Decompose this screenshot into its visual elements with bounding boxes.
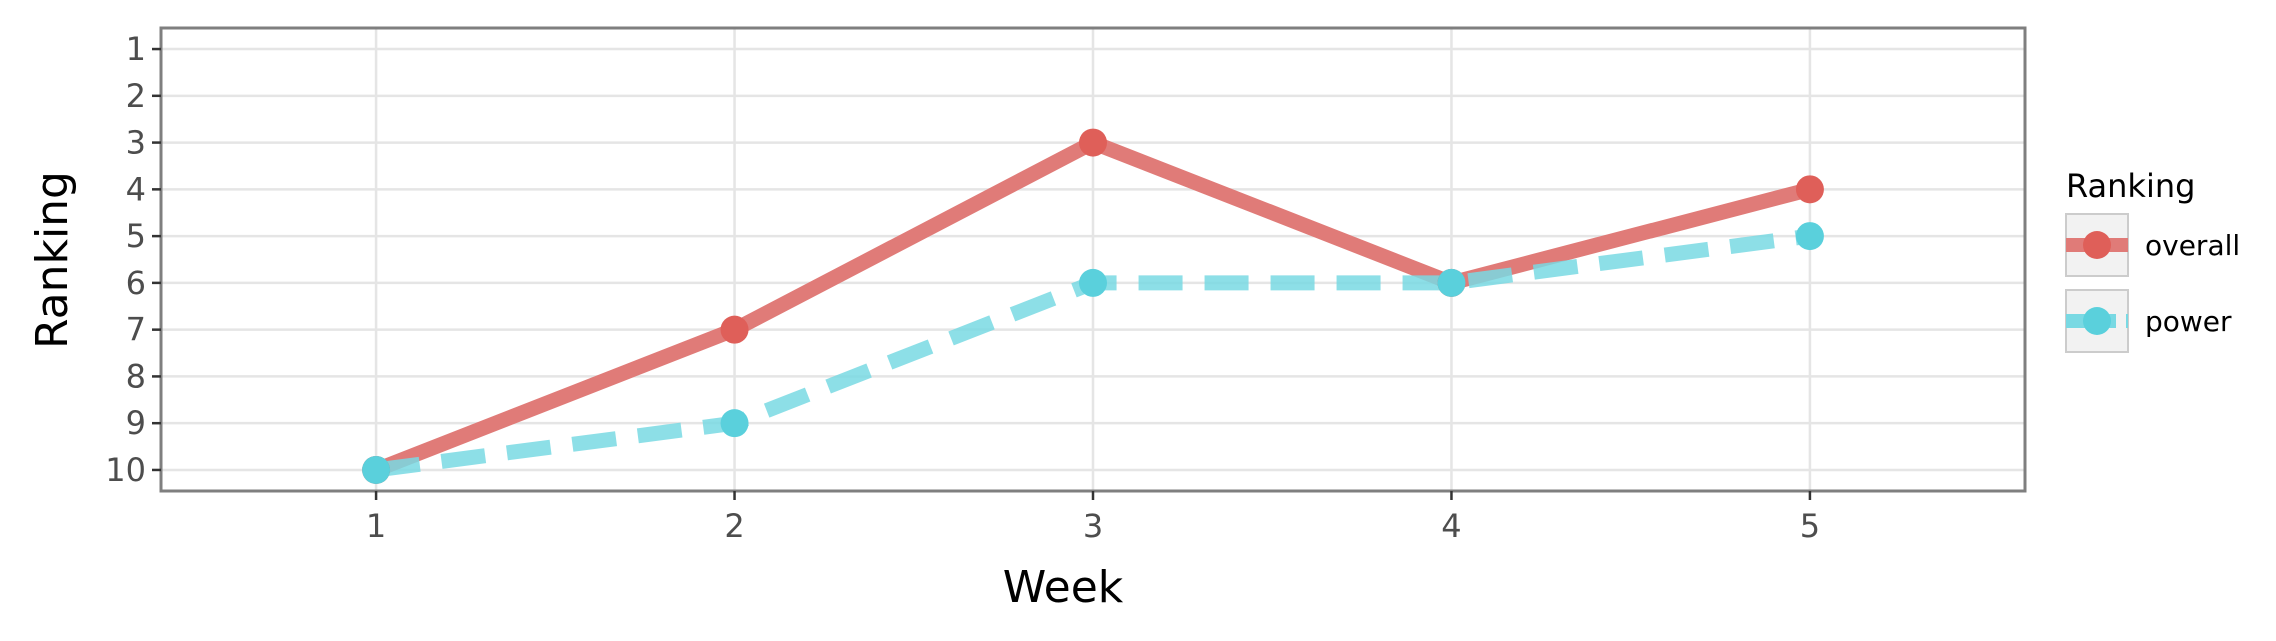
y-tick-label: 3 bbox=[126, 124, 146, 162]
y-tick-label: 4 bbox=[126, 170, 146, 208]
y-tick-label: 9 bbox=[126, 404, 146, 442]
y-tick-label: 7 bbox=[126, 311, 146, 349]
y-axis-ticks: 1 2 3 4 5 6 7 8 9 10 bbox=[105, 30, 161, 489]
y-tick-label: 5 bbox=[126, 217, 146, 255]
data-point-power bbox=[1079, 268, 1107, 297]
legend-entry-overall: overall bbox=[2065, 213, 2240, 277]
legend: Ranking overall power bbox=[2065, 167, 2240, 353]
y-tick-label: 6 bbox=[126, 264, 146, 302]
x-axis-ticks: 1 2 3 4 5 bbox=[366, 491, 1820, 545]
legend-key-marker bbox=[2083, 231, 2111, 259]
data-point-overall bbox=[1079, 128, 1107, 157]
x-gridlines bbox=[374, 28, 1812, 491]
x-tick-label: 5 bbox=[1800, 507, 1820, 545]
x-tick-label: 2 bbox=[724, 507, 744, 545]
data-point-power bbox=[362, 455, 391, 484]
y-tick-label: 1 bbox=[126, 30, 146, 68]
y-tick-label: 2 bbox=[126, 77, 146, 115]
legend-label: power bbox=[2145, 305, 2232, 338]
y-tick-label: 8 bbox=[126, 357, 146, 395]
legend-key-marker bbox=[2083, 307, 2111, 335]
x-tick-label: 4 bbox=[1441, 507, 1461, 545]
legend-entry-power: power bbox=[2065, 289, 2232, 353]
data-point-power bbox=[720, 409, 749, 438]
data-point-overall bbox=[720, 315, 749, 344]
legend-entries: overall power bbox=[2065, 213, 2240, 353]
series-points bbox=[362, 128, 1824, 484]
data-point-power bbox=[1437, 268, 1466, 297]
y-tick-label: 10 bbox=[105, 451, 146, 489]
y-axis-title: Ranking bbox=[27, 171, 78, 349]
x-tick-label: 1 bbox=[366, 507, 386, 545]
legend-label: overall bbox=[2145, 229, 2240, 262]
data-point-power bbox=[1795, 222, 1824, 251]
legend-title: Ranking bbox=[2066, 167, 2195, 205]
x-tick-label: 3 bbox=[1083, 507, 1103, 545]
x-axis-title: Week bbox=[1003, 562, 1124, 613]
data-point-overall bbox=[1795, 175, 1824, 204]
